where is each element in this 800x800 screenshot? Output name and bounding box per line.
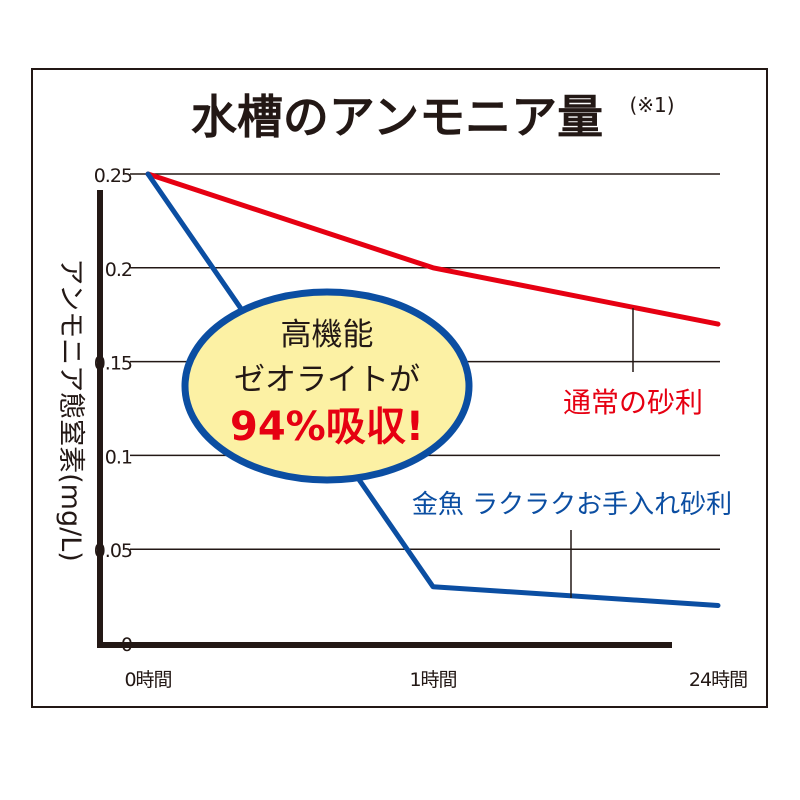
x-tick-label: 1時間 <box>409 669 456 691</box>
y-tick-label: 0.25 <box>94 165 132 187</box>
y-tick-label: 0.05 <box>94 540 132 562</box>
y-tick-label: 0.15 <box>94 353 132 375</box>
chart-frame <box>31 68 768 708</box>
red-series-label: 通常の砂利 <box>563 386 703 419</box>
callout-line-1: 高機能 <box>281 317 374 353</box>
callout-ellipse <box>181 288 473 484</box>
blue-series-label: 金魚 ラクラクお手入れ砂利 <box>412 490 732 520</box>
x-tick-label: 24時間 <box>689 669 747 691</box>
chart-title: 水槽のアンモニア量 <box>191 90 603 144</box>
y-axis-label: アンモニア態窒素(mg/L) <box>55 258 86 562</box>
callout-line-2: ゼオライトが <box>234 362 420 398</box>
callout-line-3: 94%吸収! <box>230 404 424 450</box>
y-tick-label: 0.2 <box>105 259 132 281</box>
chart-title-note: (※1) <box>629 93 674 117</box>
x-tick-label: 0時間 <box>124 669 171 691</box>
y-tick-label: 0.1 <box>105 446 132 468</box>
